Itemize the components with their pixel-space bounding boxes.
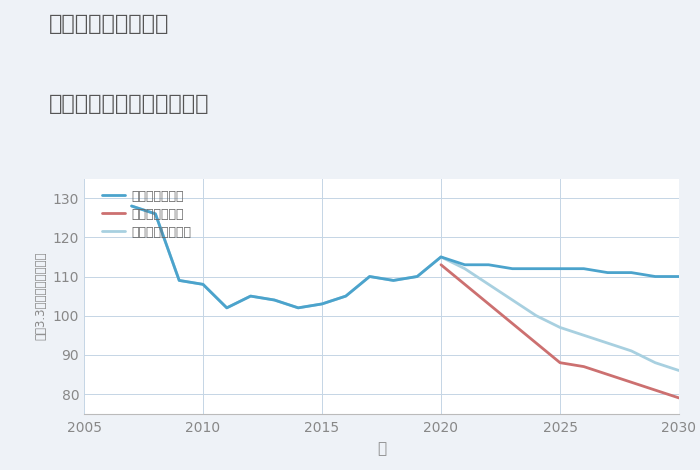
バッドシナリオ — [484, 301, 493, 307]
グッドシナリオ — [389, 278, 398, 283]
グッドシナリオ — [461, 262, 469, 267]
Y-axis label: 平（3.3㎡）単価（万円）: 平（3.3㎡）単価（万円） — [34, 252, 47, 340]
ノーマルシナリオ — [175, 278, 183, 283]
ノーマルシナリオ — [342, 293, 350, 299]
バッドシナリオ — [461, 282, 469, 287]
グッドシナリオ — [318, 301, 326, 307]
バッドシナリオ — [532, 340, 540, 346]
バッドシナリオ — [556, 360, 564, 366]
ノーマルシナリオ — [151, 211, 160, 217]
ノーマルシナリオ — [508, 297, 517, 303]
X-axis label: 年: 年 — [377, 441, 386, 456]
ノーマルシナリオ — [127, 203, 136, 209]
グッドシナリオ — [270, 297, 279, 303]
グッドシナリオ — [342, 293, 350, 299]
グッドシナリオ — [413, 274, 421, 279]
グッドシナリオ — [437, 254, 445, 260]
ノーマルシナリオ — [603, 340, 612, 346]
グッドシナリオ — [532, 266, 540, 272]
グッドシナリオ — [675, 274, 683, 279]
Line: グッドシナリオ: グッドシナリオ — [132, 206, 679, 308]
Line: バッドシナリオ: バッドシナリオ — [441, 265, 679, 398]
ノーマルシナリオ — [365, 274, 374, 279]
ノーマルシナリオ — [413, 274, 421, 279]
グッドシナリオ — [199, 282, 207, 287]
Line: ノーマルシナリオ: ノーマルシナリオ — [132, 206, 679, 370]
ノーマルシナリオ — [675, 368, 683, 373]
グッドシナリオ — [151, 211, 160, 217]
ノーマルシナリオ — [294, 305, 302, 311]
バッドシナリオ — [603, 372, 612, 377]
Legend: グッドシナリオ, バッドシナリオ, ノーマルシナリオ: グッドシナリオ, バッドシナリオ, ノーマルシナリオ — [102, 189, 191, 239]
ノーマルシナリオ — [199, 282, 207, 287]
ノーマルシナリオ — [389, 278, 398, 283]
グッドシナリオ — [508, 266, 517, 272]
バッドシナリオ — [627, 379, 636, 385]
ノーマルシナリオ — [532, 313, 540, 319]
グッドシナリオ — [365, 274, 374, 279]
ノーマルシナリオ — [627, 348, 636, 354]
ノーマルシナリオ — [246, 293, 255, 299]
ノーマルシナリオ — [461, 266, 469, 272]
Text: 奈良県橿原市中町の: 奈良県橿原市中町の — [49, 14, 169, 34]
グッドシナリオ — [580, 266, 588, 272]
バッドシナリオ — [437, 262, 445, 267]
ノーマルシナリオ — [484, 282, 493, 287]
グッドシナリオ — [651, 274, 659, 279]
バッドシナリオ — [651, 387, 659, 393]
グッドシナリオ — [556, 266, 564, 272]
グッドシナリオ — [484, 262, 493, 267]
ノーマルシナリオ — [270, 297, 279, 303]
ノーマルシナリオ — [556, 325, 564, 330]
ノーマルシナリオ — [318, 301, 326, 307]
バッドシナリオ — [580, 364, 588, 369]
バッドシナリオ — [508, 321, 517, 326]
グッドシナリオ — [603, 270, 612, 275]
ノーマルシナリオ — [437, 254, 445, 260]
グッドシナリオ — [223, 305, 231, 311]
Text: 中古マンションの価格推移: 中古マンションの価格推移 — [49, 94, 209, 114]
グッドシナリオ — [175, 278, 183, 283]
ノーマルシナリオ — [223, 305, 231, 311]
ノーマルシナリオ — [580, 332, 588, 338]
バッドシナリオ — [675, 395, 683, 401]
ノーマルシナリオ — [651, 360, 659, 366]
グッドシナリオ — [627, 270, 636, 275]
グッドシナリオ — [246, 293, 255, 299]
グッドシナリオ — [294, 305, 302, 311]
グッドシナリオ — [127, 203, 136, 209]
